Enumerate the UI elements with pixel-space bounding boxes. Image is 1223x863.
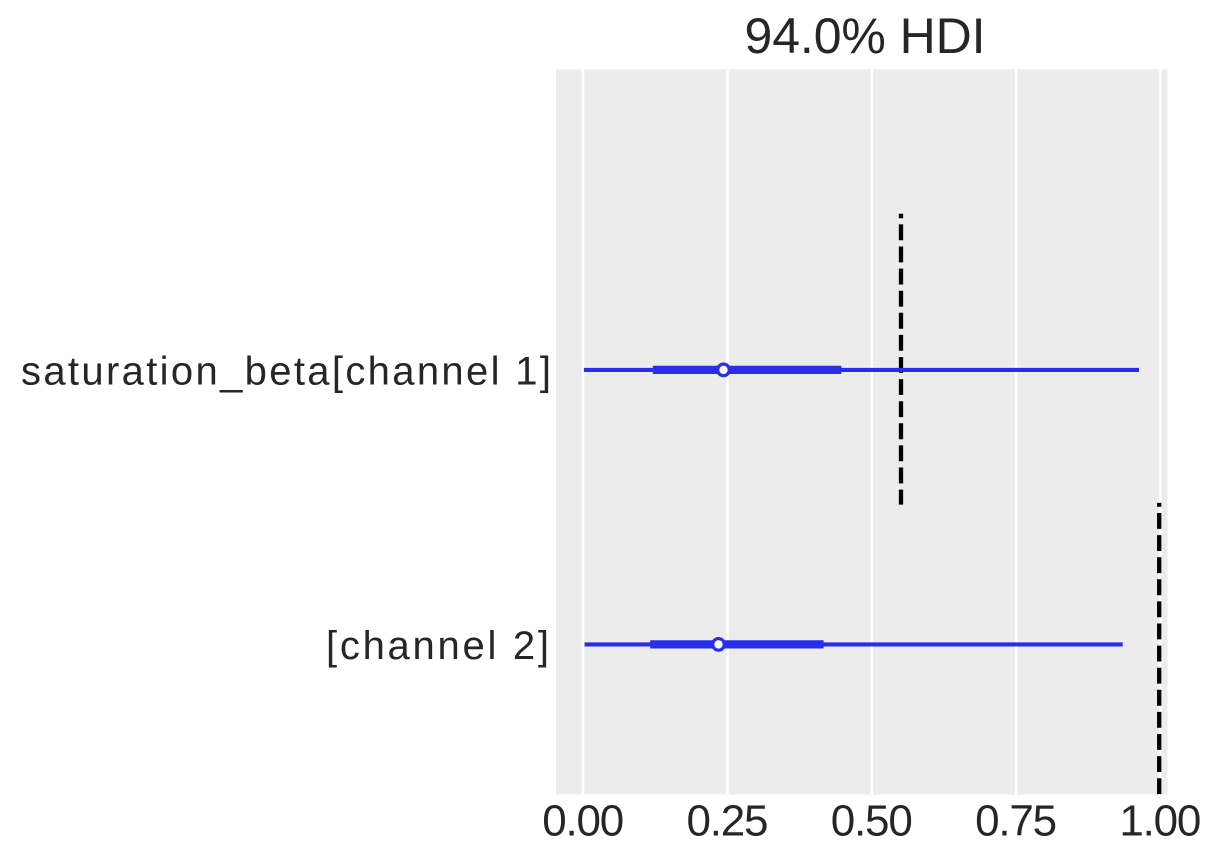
- svg-text:1.00: 1.00: [1119, 797, 1201, 846]
- svg-text:94.0% HDI: 94.0% HDI: [745, 8, 986, 64]
- svg-text:saturation_beta[channel 1]: saturation_beta[channel 1]: [21, 350, 551, 394]
- svg-text:0.50: 0.50: [831, 797, 913, 846]
- svg-text:0.75: 0.75: [975, 797, 1057, 846]
- svg-text:0.25: 0.25: [687, 797, 769, 846]
- svg-text:[channel 2]: [channel 2]: [326, 624, 549, 668]
- svg-text:0.00: 0.00: [542, 797, 624, 846]
